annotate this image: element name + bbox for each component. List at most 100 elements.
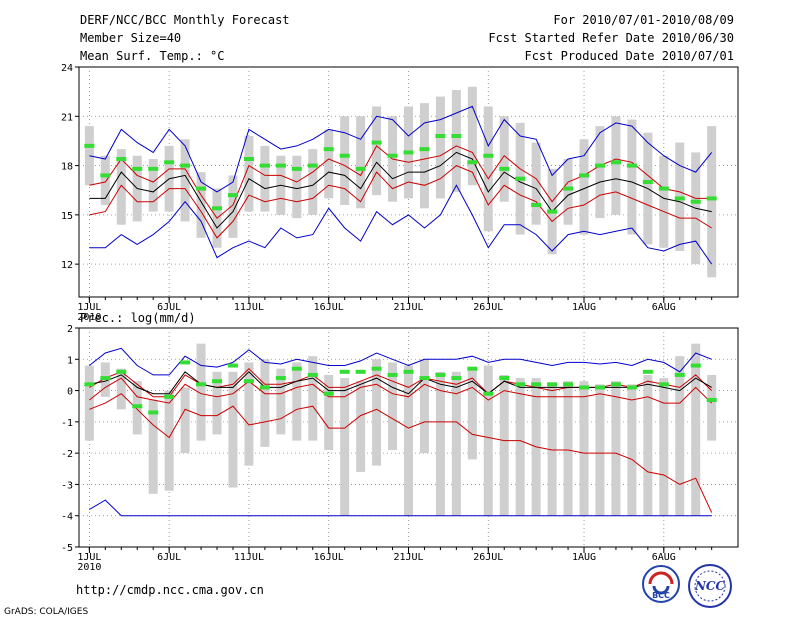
spread-box — [707, 374, 717, 441]
obs-marker — [387, 372, 398, 377]
obs-marker — [515, 382, 526, 387]
x-tick-label: 11JUL — [234, 302, 264, 313]
spread-box — [659, 155, 669, 248]
obs-marker — [674, 196, 685, 201]
obs-marker — [291, 166, 302, 171]
spread-box — [196, 343, 206, 441]
obs-marker — [531, 382, 542, 387]
obs-marker — [212, 379, 223, 384]
obs-marker — [706, 397, 717, 402]
y-tick-label: -4 — [61, 512, 73, 523]
spread-box — [292, 362, 302, 441]
series-line-min_red — [89, 393, 713, 513]
spread-box — [276, 368, 286, 435]
obs-marker — [307, 163, 318, 168]
obs-marker — [626, 163, 637, 168]
series-line-mean — [89, 151, 712, 229]
ncc-logo: NCC — [688, 564, 732, 608]
series-line-mean — [89, 371, 712, 395]
obs-marker — [116, 157, 127, 161]
chart-title: DERF/NCC/BCC Monthly Forecast — [80, 13, 290, 27]
obs-marker — [419, 147, 430, 152]
obs-marker — [180, 360, 191, 365]
obs-marker — [243, 157, 254, 161]
obs-marker — [164, 394, 175, 399]
series-line-p75 — [89, 368, 713, 398]
spread-box — [372, 106, 382, 196]
obs-marker — [100, 376, 111, 381]
spread-box — [595, 126, 605, 219]
spread-box — [340, 116, 350, 205]
x-tick-label: 6AUG — [652, 302, 676, 313]
y-tick-label: -5 — [61, 543, 73, 554]
y-tick-label: 1 — [67, 355, 73, 366]
y-tick-label: 12 — [61, 260, 73, 271]
obs-marker — [706, 196, 717, 201]
spread-box — [467, 86, 477, 186]
series-line-p25 — [89, 165, 712, 239]
obs-marker — [243, 379, 254, 384]
obs-marker — [563, 382, 574, 387]
spread-box — [164, 390, 174, 491]
spread-box — [388, 362, 398, 451]
spread-box — [100, 155, 110, 205]
spread-box — [595, 384, 605, 516]
obs-marker — [291, 366, 302, 371]
obs-marker — [148, 166, 159, 171]
spread-box — [627, 119, 637, 235]
spread-box — [356, 116, 366, 209]
obs-marker — [435, 134, 446, 138]
obs-marker — [674, 372, 685, 377]
spread-box — [180, 139, 190, 222]
bcc-logo-text: BCC — [652, 591, 670, 600]
obs-marker — [419, 376, 430, 381]
footer-url[interactable]: http://cmdp.ncc.cma.gov.cn — [76, 583, 264, 597]
spread-box — [611, 116, 621, 215]
bcc-logo-swirl-icon — [648, 571, 674, 585]
spread-box — [435, 96, 445, 199]
obs-marker — [403, 369, 414, 374]
obs-marker — [626, 385, 637, 390]
obs-marker — [499, 166, 510, 171]
ncc-logo-text: NCC — [694, 579, 726, 593]
spread-box — [451, 90, 461, 192]
obs-marker — [371, 140, 382, 145]
y-tick-label: -2 — [61, 449, 73, 460]
obs-marker — [658, 382, 669, 387]
obs-marker — [451, 134, 462, 138]
spread-box — [483, 106, 493, 232]
series-line-max — [89, 184, 713, 265]
obs-marker — [259, 385, 270, 390]
bcc-logo-wave-icon — [652, 585, 670, 595]
spread-box — [419, 103, 429, 209]
series-line-min_blue_top — [89, 105, 713, 193]
obs-marker — [579, 173, 590, 178]
spread-box — [196, 172, 206, 238]
obs-marker — [275, 376, 286, 381]
spread-box — [340, 378, 350, 516]
spread-box — [404, 365, 413, 516]
obs-marker — [563, 186, 574, 191]
obs-marker — [180, 163, 191, 168]
spread-box — [148, 399, 158, 494]
spread-box — [228, 371, 238, 488]
spread-box — [372, 359, 382, 466]
obs-marker — [467, 366, 478, 371]
variable-label: Mean Surf. Temp.: °C — [80, 49, 225, 63]
spread-box — [84, 365, 94, 441]
obs-marker — [642, 180, 653, 184]
spread-box — [324, 374, 334, 451]
x-tick-label: 1JUL — [77, 302, 101, 313]
x-tick-label: 16JUL — [314, 302, 344, 313]
spread-box — [563, 381, 573, 516]
obs-marker — [100, 173, 111, 178]
obs-marker — [355, 369, 366, 374]
x-tick-label: 26JUL — [473, 302, 503, 313]
series-line-p25 — [89, 377, 713, 404]
spread-box — [499, 374, 509, 516]
spread-box — [212, 371, 222, 435]
obs-marker — [467, 160, 478, 165]
obs-marker — [307, 372, 318, 377]
